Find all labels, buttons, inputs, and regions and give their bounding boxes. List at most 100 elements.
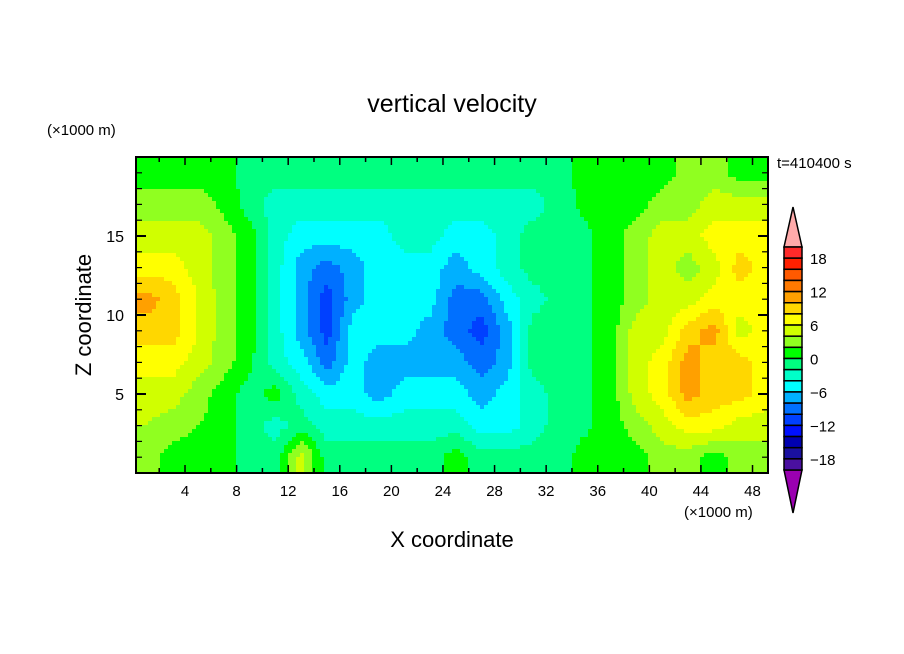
contour-cell bbox=[372, 281, 377, 286]
contour-cell bbox=[356, 209, 361, 214]
contour-cell bbox=[412, 273, 417, 278]
contour-cell bbox=[484, 201, 489, 206]
contour-cell bbox=[560, 229, 565, 234]
contour-cell bbox=[232, 161, 237, 166]
contour-cell bbox=[528, 277, 533, 282]
contour-cell bbox=[700, 245, 705, 250]
contour-cell bbox=[632, 161, 637, 166]
contour-cell bbox=[436, 249, 441, 254]
contour-cell bbox=[444, 253, 449, 258]
contour-cell bbox=[660, 161, 665, 166]
contour-cell bbox=[612, 193, 617, 198]
contour-cell bbox=[292, 273, 297, 278]
contour-cell bbox=[600, 245, 605, 250]
contour-cell bbox=[396, 209, 401, 214]
contour-cell bbox=[628, 245, 633, 250]
contour-cell bbox=[256, 249, 261, 254]
contour-cell bbox=[224, 245, 229, 250]
contour-cell bbox=[592, 265, 597, 270]
contour-cell bbox=[440, 269, 445, 274]
contour-cell bbox=[216, 237, 221, 242]
contour-cell bbox=[324, 269, 329, 274]
contour-cell bbox=[512, 181, 517, 186]
contour-cell bbox=[216, 193, 221, 198]
contour-cell bbox=[516, 165, 521, 170]
contour-cell bbox=[636, 213, 641, 218]
contour-cell bbox=[372, 233, 377, 238]
contour-cell bbox=[584, 205, 589, 210]
contour-cell bbox=[672, 261, 677, 266]
contour-cell bbox=[700, 193, 705, 198]
contour-cell bbox=[336, 233, 341, 238]
contour-cell bbox=[720, 185, 725, 190]
contour-cell bbox=[672, 249, 677, 254]
contour-cell bbox=[688, 217, 693, 222]
contour-cell bbox=[600, 217, 605, 222]
contour-cell bbox=[576, 197, 581, 202]
contour-cell bbox=[216, 173, 221, 178]
contour-cell bbox=[588, 181, 593, 186]
contour-cell bbox=[176, 233, 181, 238]
contour-cell bbox=[660, 269, 665, 274]
contour-cell bbox=[744, 193, 749, 198]
contour-cell bbox=[204, 205, 209, 210]
contour-cell bbox=[232, 221, 237, 226]
contour-cell bbox=[272, 197, 277, 202]
contour-cell bbox=[624, 225, 629, 230]
contour-cell bbox=[184, 253, 189, 258]
contour-cell bbox=[240, 173, 245, 178]
contour-cell bbox=[644, 269, 649, 274]
contour-cell bbox=[296, 213, 301, 218]
contour-cell bbox=[372, 249, 377, 254]
contour-cell bbox=[336, 181, 341, 186]
contour-cell bbox=[276, 181, 281, 186]
contour-cell bbox=[252, 245, 257, 250]
contour-cell bbox=[540, 245, 545, 250]
contour-cell bbox=[584, 241, 589, 246]
contour-cell bbox=[360, 193, 365, 198]
contour-cell bbox=[252, 261, 257, 266]
contour-cell bbox=[744, 181, 749, 186]
contour-cell bbox=[692, 269, 697, 274]
contour-cell bbox=[160, 269, 165, 274]
contour-cell bbox=[596, 221, 601, 226]
contour-cell bbox=[232, 269, 237, 274]
contour-cell bbox=[260, 189, 265, 194]
contour-cell bbox=[220, 273, 225, 278]
contour-cell bbox=[300, 181, 305, 186]
contour-cell bbox=[516, 273, 521, 278]
contour-cell bbox=[644, 257, 649, 262]
contour-cell bbox=[156, 157, 161, 162]
contour-cell bbox=[436, 161, 441, 166]
contour-cell bbox=[408, 229, 413, 234]
contour-cell bbox=[360, 225, 365, 230]
contour-cell bbox=[628, 181, 633, 186]
contour-cell bbox=[728, 217, 733, 222]
contour-cell bbox=[396, 273, 401, 278]
contour-cell bbox=[484, 221, 489, 226]
contour-cell bbox=[152, 193, 157, 198]
contour-cell bbox=[284, 169, 289, 174]
contour-cell bbox=[376, 157, 381, 162]
contour-cell bbox=[240, 273, 245, 278]
contour-cell bbox=[568, 165, 573, 170]
contour-cell bbox=[668, 273, 673, 278]
contour-cell bbox=[220, 189, 225, 194]
contour-cell bbox=[516, 181, 521, 186]
contour-cell bbox=[468, 201, 473, 206]
contour-cell bbox=[332, 217, 337, 222]
contour-cell bbox=[292, 209, 297, 214]
contour-cell bbox=[480, 281, 485, 286]
contour-cell bbox=[332, 189, 337, 194]
contour-cell bbox=[644, 265, 649, 270]
contour-cell bbox=[756, 173, 761, 178]
contour-cell bbox=[540, 261, 545, 266]
contour-cell bbox=[688, 221, 693, 226]
contour-cell bbox=[336, 229, 341, 234]
contour-cell bbox=[420, 221, 425, 226]
contour-cell bbox=[288, 269, 293, 274]
contour-cell bbox=[456, 261, 461, 266]
contour-cell bbox=[732, 257, 737, 262]
contour-cell bbox=[656, 165, 661, 170]
contour-cell bbox=[268, 241, 273, 246]
